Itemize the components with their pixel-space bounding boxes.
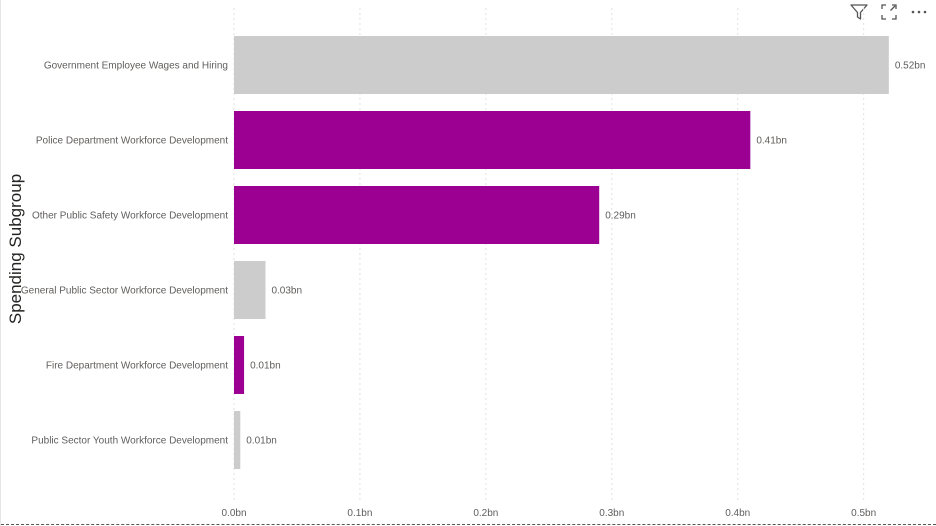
x-tick-label: 0.3bn [599,508,624,519]
more-options-icon[interactable] [908,2,930,22]
bar[interactable] [234,336,245,394]
category-label: Police Department Workforce Development [36,136,228,147]
bar[interactable] [234,36,889,94]
category-label: Fire Department Workforce Development [46,361,228,372]
data-label: 0.29bn [605,211,636,222]
focus-mode-icon[interactable] [878,2,900,22]
data-label: 0.41bn [756,136,787,147]
bar[interactable] [234,261,266,319]
category-label: General Public Sector Workforce Developm… [21,286,228,297]
visual-bottom-border [1,524,936,525]
bar[interactable] [234,186,600,244]
bar[interactable] [234,411,241,469]
category-label: Government Employee Wages and Hiring [44,61,228,72]
category-label: Other Public Safety Workforce Developmen… [32,211,228,222]
data-label: 0.01bn [250,361,281,372]
visual-header-toolbar [848,2,930,22]
data-label: 0.52bn [895,61,926,72]
x-tick-label: 0.0bn [221,508,246,519]
bar[interactable] [234,111,751,169]
filter-icon[interactable] [848,2,870,22]
x-tick-label: 0.2bn [473,508,498,519]
data-label: 0.01bn [246,436,277,447]
x-tick-label: 0.1bn [347,508,372,519]
x-tick-label: 0.5bn [851,508,876,519]
category-label: Public Sector Youth Workforce Developmen… [31,436,228,447]
data-label: 0.03bn [271,286,302,297]
x-tick-label: 0.4bn [725,508,750,519]
